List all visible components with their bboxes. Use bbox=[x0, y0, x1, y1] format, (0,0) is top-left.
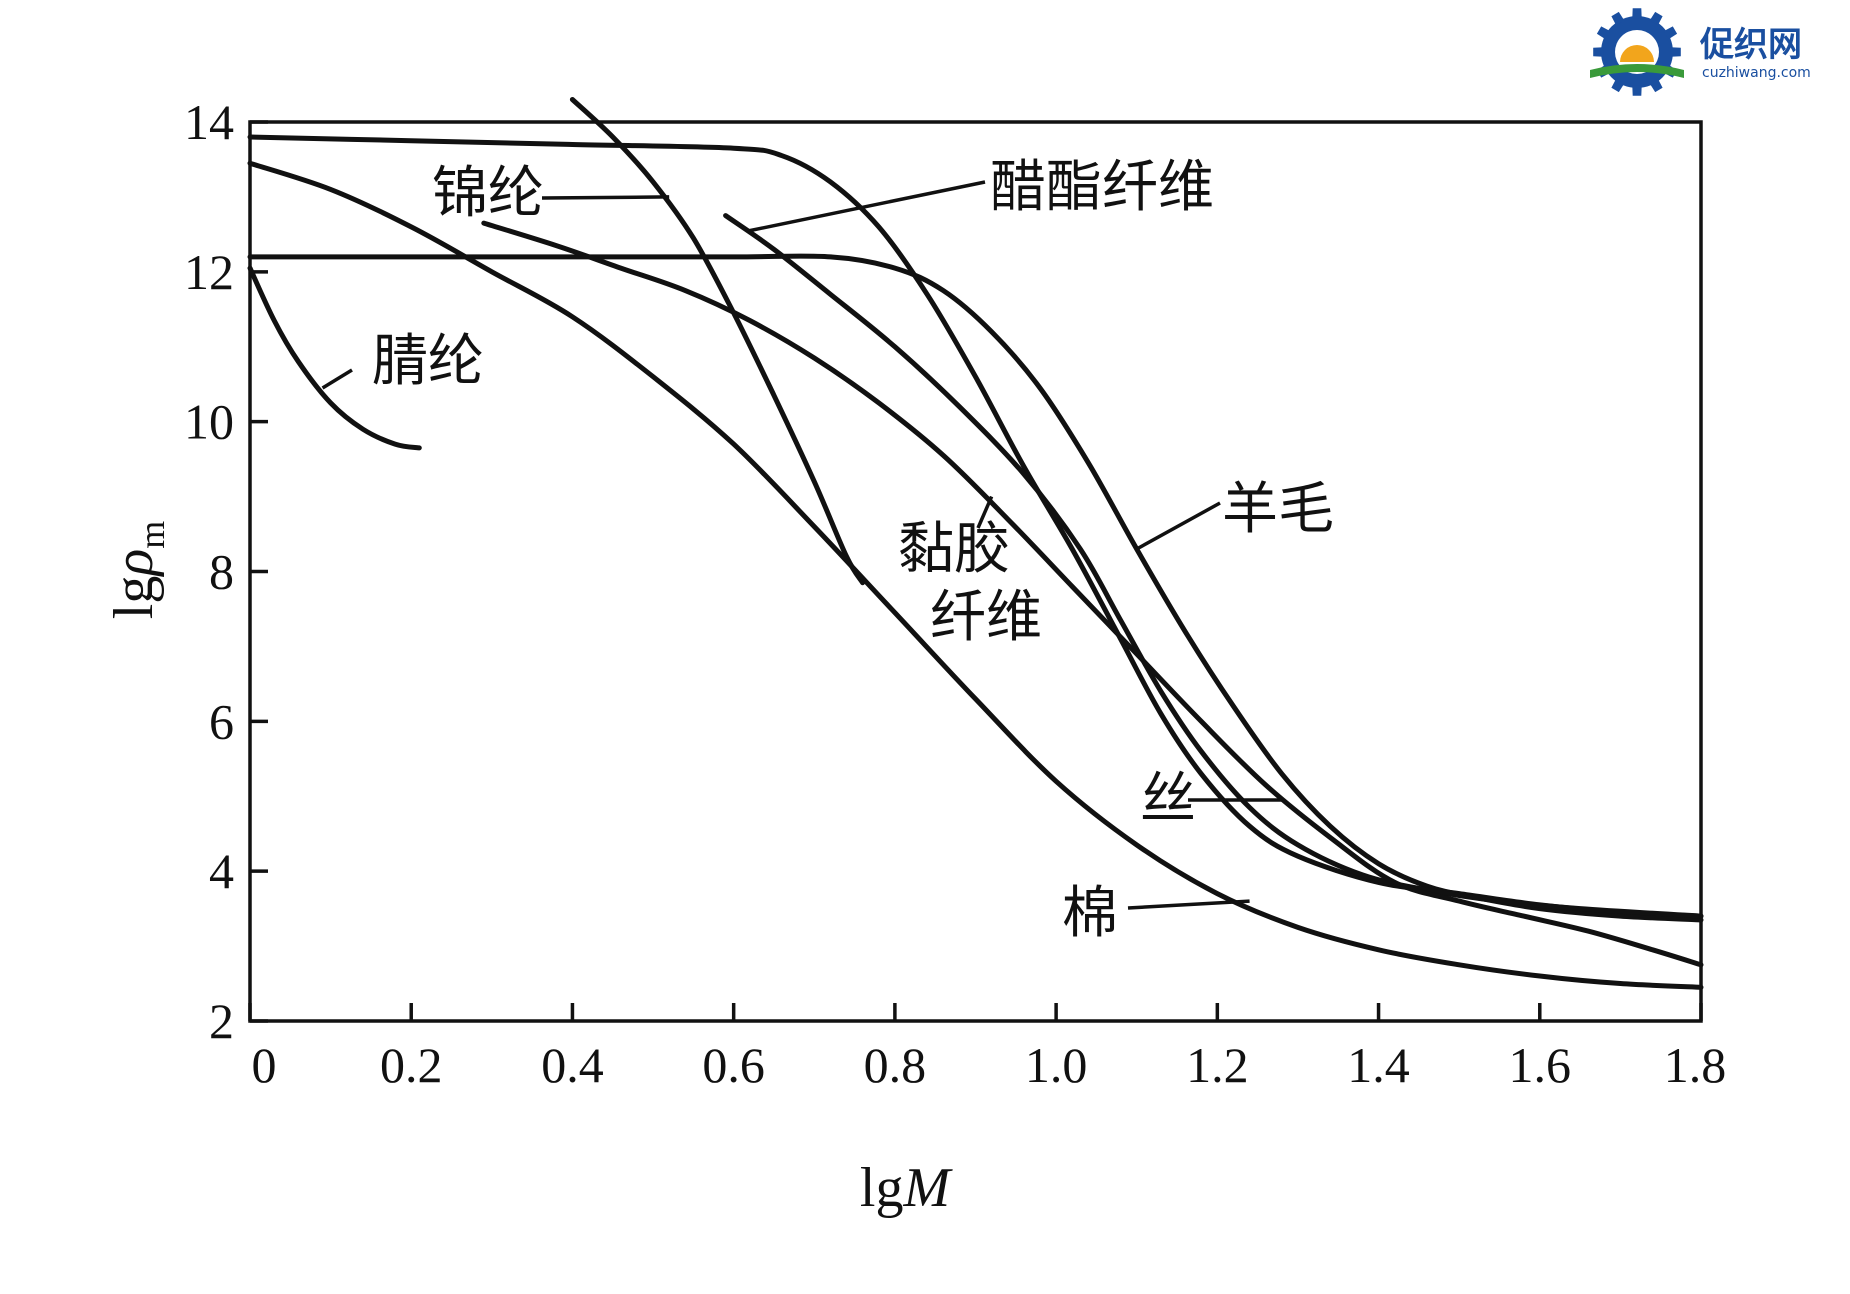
annotation-leaders bbox=[321, 180, 1282, 910]
x-tick-label: 0.4 bbox=[541, 1037, 604, 1093]
y-tick-label: 14 bbox=[184, 94, 234, 150]
curve-acetate bbox=[723, 213, 1704, 919]
y-axis-title: lgρm bbox=[103, 521, 172, 619]
x-tick-label: 1.2 bbox=[1186, 1037, 1249, 1093]
y-tick-label: 4 bbox=[209, 843, 234, 899]
x-tick-label: 0.2 bbox=[380, 1037, 443, 1093]
y-tick-label: 12 bbox=[184, 244, 234, 300]
leader-line bbox=[976, 495, 994, 529]
x-axis-title: lgM bbox=[860, 1157, 954, 1219]
x-tick-label: 1.0 bbox=[1025, 1037, 1088, 1093]
watermark-logo: 促织网 cuzhiwang.com bbox=[1590, 8, 1811, 96]
x-tick-label: 1.8 bbox=[1664, 1037, 1727, 1093]
y-tick-label: 2 bbox=[209, 993, 234, 1049]
x-tick-label: 0 bbox=[252, 1037, 277, 1093]
series-label-acetate: 醋酯纤维 bbox=[990, 155, 1214, 220]
series-label-acrylic: 腈纶 bbox=[372, 329, 484, 394]
series-label-viscose-line2: 纤维 bbox=[930, 585, 1042, 650]
series-label-viscose-line1: 黏胶 bbox=[898, 517, 1010, 582]
x-tick-label: 1.4 bbox=[1347, 1037, 1410, 1093]
svg-text:lgρm: lgρm bbox=[103, 521, 172, 619]
x-tick-label: 0.6 bbox=[702, 1037, 765, 1093]
y-axis: 2 4 6 8 10 12 14 bbox=[184, 94, 268, 1049]
series-label-cotton: 棉 bbox=[1062, 881, 1118, 946]
watermark-url: cuzhiwang.com bbox=[1702, 65, 1811, 81]
x-tick-label: 1.6 bbox=[1509, 1037, 1572, 1093]
y-tick-label: 10 bbox=[184, 394, 234, 450]
curve-silk bbox=[569, 97, 866, 586]
y-tick-label: 6 bbox=[209, 693, 234, 749]
leader-line bbox=[749, 180, 986, 233]
leader-line bbox=[1135, 501, 1221, 551]
series-label-nylon: 锦纶 bbox=[432, 161, 544, 226]
leader-line bbox=[321, 368, 353, 390]
leader-line bbox=[1127, 899, 1250, 910]
series-curves bbox=[247, 97, 1704, 990]
x-axis: 0 0.2 0.4 0.6 0.8 1.0 1.2 1.4 1.6 1.8 bbox=[248, 1003, 1727, 1093]
watermark-name: 促织网 bbox=[1699, 25, 1802, 65]
sun-icon bbox=[1620, 45, 1654, 62]
series-label-silk: 丝 bbox=[1140, 767, 1196, 832]
series-label-wool: 羊毛 bbox=[1222, 477, 1334, 542]
curve-acrylic bbox=[247, 265, 422, 451]
x-tick-label: 0.8 bbox=[864, 1037, 927, 1093]
curve-cotton bbox=[247, 160, 1704, 990]
y-tick-label: 8 bbox=[209, 544, 234, 600]
leader-line bbox=[541, 195, 670, 200]
book-icon bbox=[1590, 64, 1684, 78]
curve-viscose bbox=[481, 220, 1704, 968]
